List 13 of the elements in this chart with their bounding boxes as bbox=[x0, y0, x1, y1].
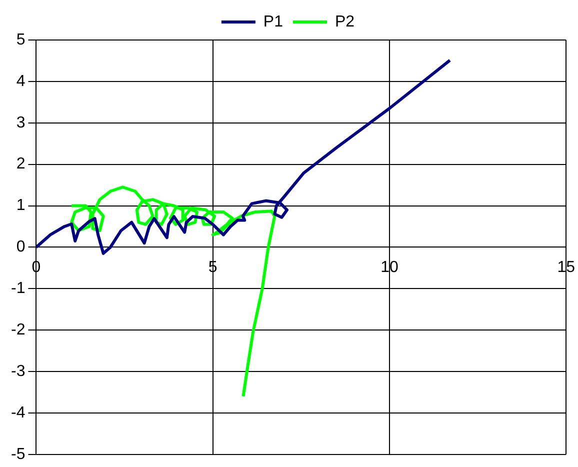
legend-label: P1 bbox=[263, 13, 284, 30]
legend-label: P2 bbox=[335, 13, 355, 30]
y-tick-label: -2 bbox=[10, 321, 26, 338]
y-tick-label: 4 bbox=[16, 72, 26, 90]
y-tick-label: 0 bbox=[16, 238, 26, 256]
y-tick-label: 3 bbox=[16, 114, 26, 132]
y-tick-label: 5 bbox=[16, 31, 26, 48]
y-tick-label: -5 bbox=[10, 446, 26, 463]
y-tick-label: -4 bbox=[10, 404, 26, 422]
y-tick-label: -1 bbox=[10, 280, 26, 298]
y-tick-label: 2 bbox=[16, 156, 26, 173]
y-tick-label: -3 bbox=[10, 362, 26, 380]
y-tick-label: 1 bbox=[16, 197, 26, 214]
